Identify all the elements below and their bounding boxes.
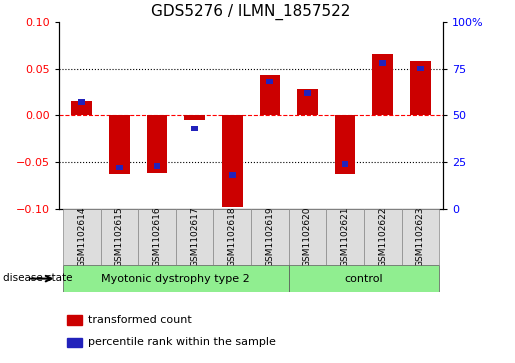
Bar: [72, 101, 92, 115]
Bar: [109, 115, 130, 174]
Text: GSM1102616: GSM1102616: [152, 207, 162, 267]
Bar: [63, 209, 100, 265]
Text: percentile rank within the sample: percentile rank within the sample: [88, 338, 276, 347]
Text: GSM1102617: GSM1102617: [190, 207, 199, 267]
Bar: [213, 209, 251, 265]
Bar: [251, 209, 289, 265]
Text: disease state: disease state: [3, 273, 72, 284]
Bar: [147, 115, 167, 173]
Bar: [297, 89, 318, 115]
Text: GSM1102619: GSM1102619: [265, 207, 274, 267]
Bar: [222, 115, 243, 207]
Bar: [372, 54, 393, 115]
Bar: [229, 172, 236, 178]
Bar: [138, 209, 176, 265]
Bar: [67, 315, 82, 325]
Bar: [63, 265, 289, 292]
Text: GSM1102621: GSM1102621: [340, 207, 350, 267]
Bar: [364, 209, 402, 265]
Bar: [402, 209, 439, 265]
Text: GSM1102614: GSM1102614: [77, 207, 87, 267]
Bar: [335, 115, 355, 174]
Bar: [289, 209, 327, 265]
Bar: [260, 75, 280, 115]
Text: GSM1102618: GSM1102618: [228, 207, 237, 267]
Bar: [380, 60, 386, 66]
Bar: [78, 99, 85, 105]
Title: GDS5276 / ILMN_1857522: GDS5276 / ILMN_1857522: [151, 4, 351, 20]
Bar: [184, 115, 205, 120]
Text: GSM1102615: GSM1102615: [115, 207, 124, 267]
Bar: [417, 66, 424, 71]
Text: GSM1102622: GSM1102622: [378, 207, 387, 267]
Text: GSM1102623: GSM1102623: [416, 207, 425, 267]
Bar: [100, 209, 138, 265]
Bar: [342, 161, 349, 167]
Bar: [304, 90, 311, 95]
Bar: [153, 163, 160, 168]
Bar: [266, 79, 273, 85]
Text: Myotonic dystrophy type 2: Myotonic dystrophy type 2: [101, 274, 250, 284]
Bar: [191, 126, 198, 131]
Text: transformed count: transformed count: [88, 315, 192, 325]
Bar: [289, 265, 439, 292]
Bar: [67, 338, 82, 347]
Text: GSM1102620: GSM1102620: [303, 207, 312, 267]
Bar: [116, 165, 123, 170]
Bar: [327, 209, 364, 265]
Bar: [410, 61, 431, 115]
Text: control: control: [345, 274, 383, 284]
Bar: [176, 209, 213, 265]
